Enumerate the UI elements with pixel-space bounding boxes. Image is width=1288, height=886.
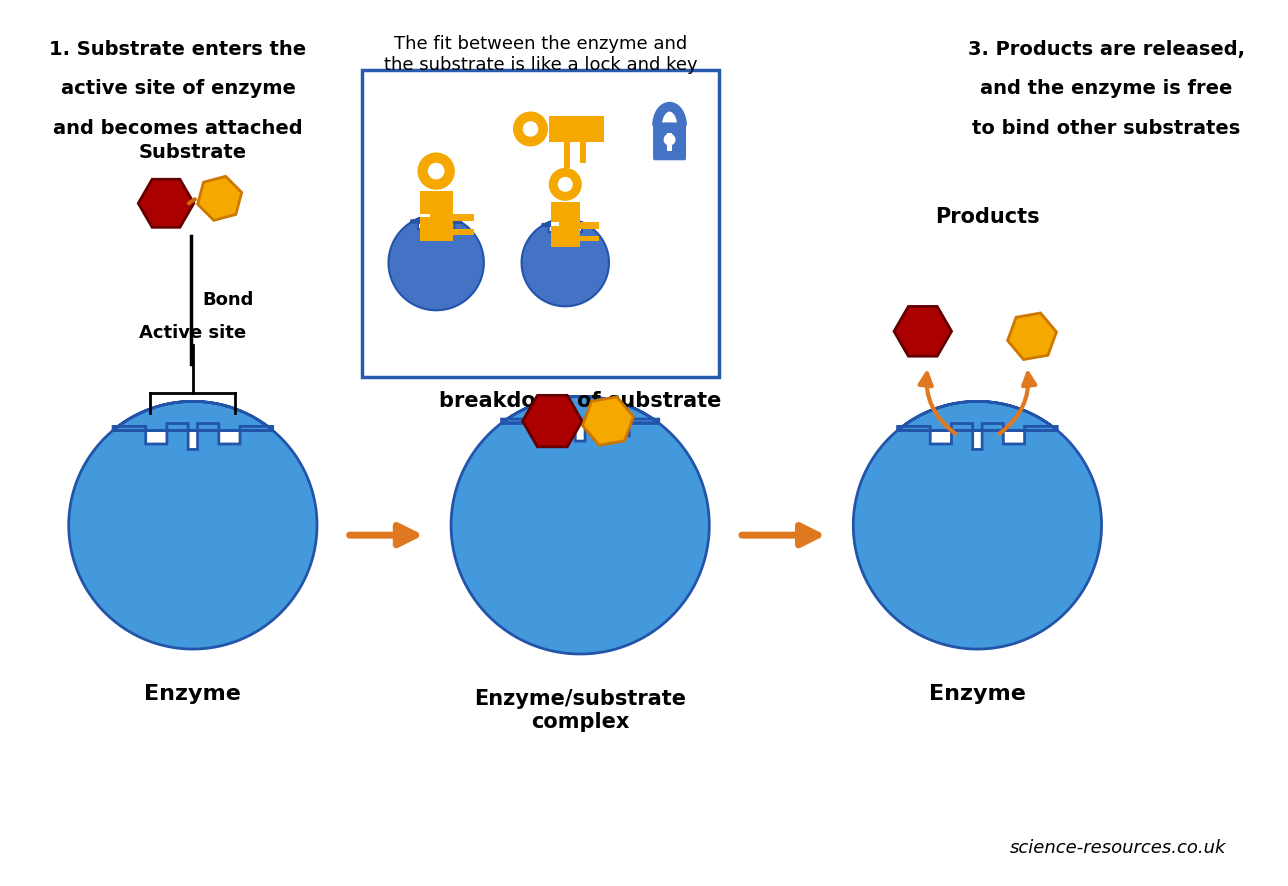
Polygon shape [894,307,952,356]
FancyBboxPatch shape [580,142,586,163]
Text: breakdown of substrate: breakdown of substrate [439,392,721,411]
Polygon shape [138,179,194,228]
Text: 3. Products are released,: 3. Products are released, [969,40,1245,58]
FancyBboxPatch shape [550,222,559,226]
Polygon shape [197,176,242,221]
Text: 2. Enzyme catalyses: 2. Enzyme catalyses [461,352,699,372]
Text: and the enzyme is free: and the enzyme is free [980,80,1233,98]
FancyBboxPatch shape [452,214,474,222]
Text: Enzyme: Enzyme [929,684,1025,703]
Circle shape [429,164,444,179]
Text: Enzyme/substrate
complex: Enzyme/substrate complex [474,688,687,732]
Polygon shape [68,401,317,649]
Circle shape [559,177,572,191]
Polygon shape [389,215,484,310]
FancyBboxPatch shape [549,116,604,142]
Text: science-resources.co.uk: science-resources.co.uk [1010,839,1226,857]
Circle shape [547,167,583,202]
Polygon shape [1007,313,1056,360]
FancyBboxPatch shape [564,142,571,168]
Text: Products: Products [935,207,1039,228]
FancyBboxPatch shape [420,214,430,217]
Polygon shape [522,219,609,307]
Polygon shape [523,395,582,447]
FancyBboxPatch shape [580,236,599,241]
Polygon shape [451,396,710,654]
Circle shape [663,134,675,145]
Polygon shape [582,397,634,446]
FancyBboxPatch shape [667,133,672,152]
Text: active site of enzyme: active site of enzyme [61,80,295,98]
Circle shape [416,151,456,191]
Text: The fit between the enzyme and
the substrate is like a lock and key: The fit between the enzyme and the subst… [384,35,697,74]
FancyBboxPatch shape [550,202,580,247]
FancyBboxPatch shape [652,121,688,161]
Circle shape [523,122,537,136]
Text: Substrate: Substrate [139,143,247,161]
FancyBboxPatch shape [452,229,474,235]
Polygon shape [853,401,1101,649]
FancyBboxPatch shape [580,222,599,229]
Text: Bond: Bond [202,291,254,309]
Text: and becomes attached: and becomes attached [53,119,303,138]
Circle shape [511,111,549,147]
Text: Enzyme: Enzyme [144,684,241,703]
Text: Active site: Active site [139,324,246,342]
FancyBboxPatch shape [420,191,452,241]
Text: 1. Substrate enters the: 1. Substrate enters the [49,40,307,58]
Text: to bind other substrates: to bind other substrates [972,119,1240,138]
FancyBboxPatch shape [362,69,719,377]
